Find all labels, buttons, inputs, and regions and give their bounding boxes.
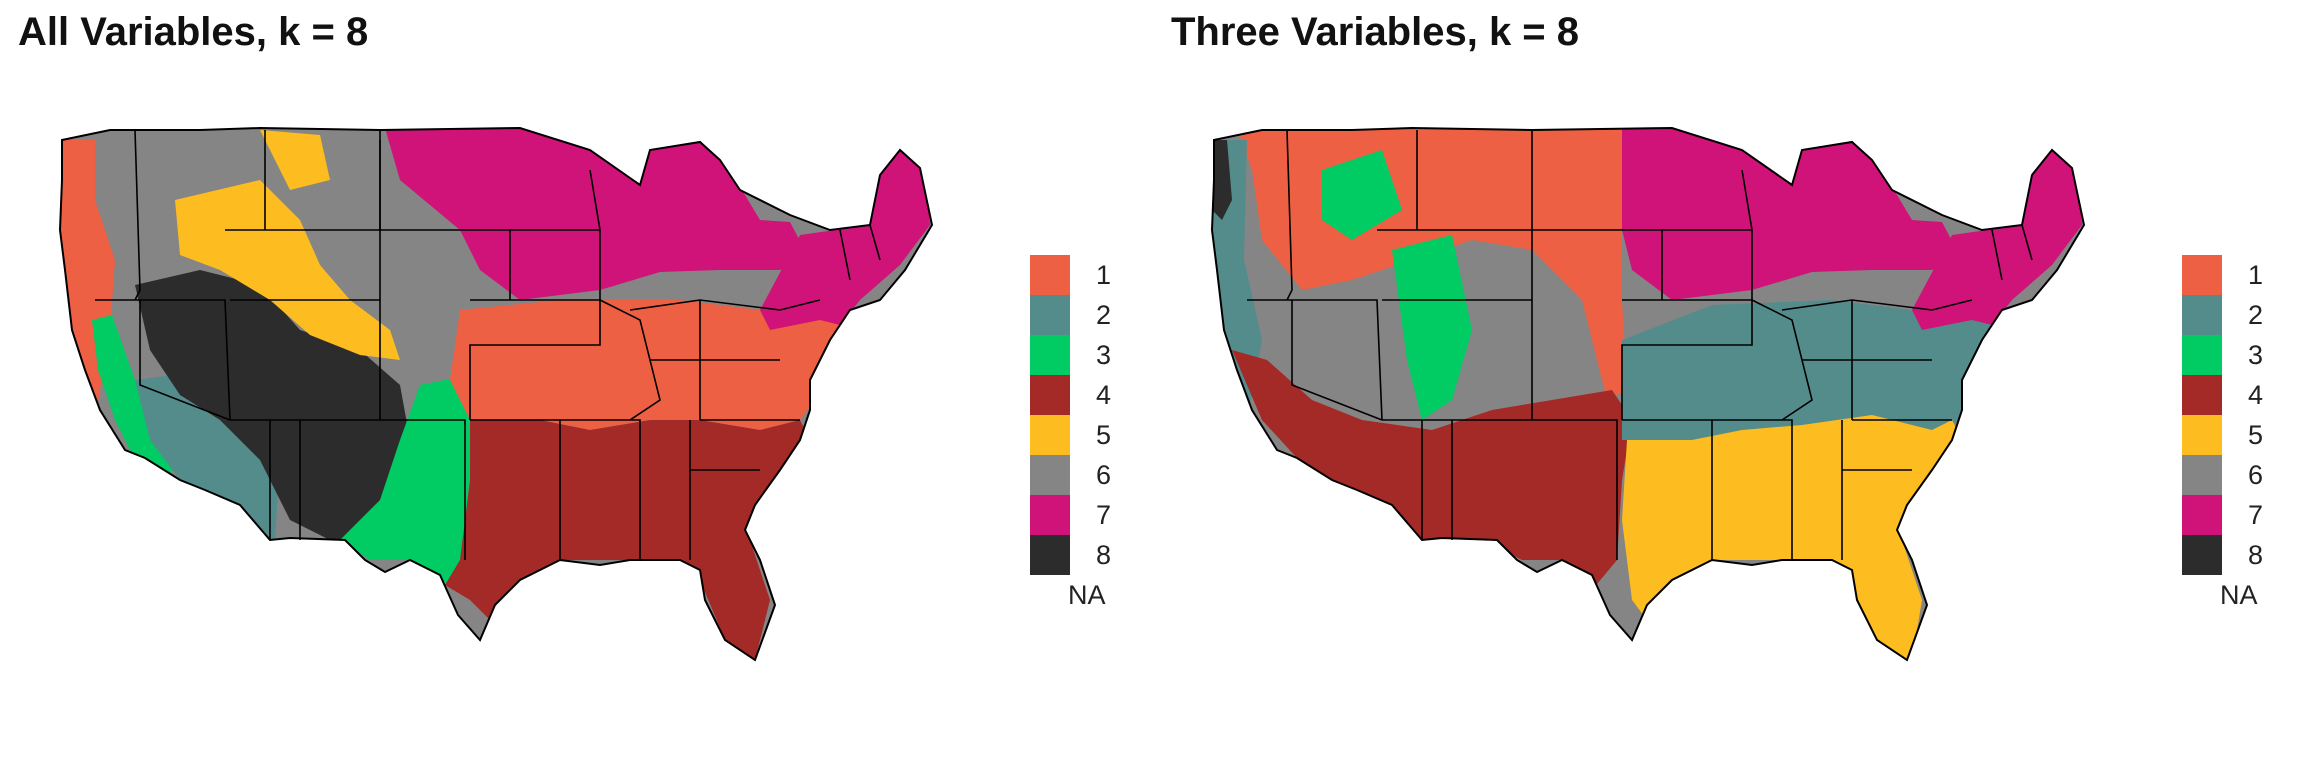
cluster-map-three-variables: [1210, 126, 2086, 662]
legend-label: 3: [2248, 339, 2264, 370]
legend-item: 3: [2182, 335, 2263, 375]
legend-swatch: [2182, 375, 2222, 415]
cluster-regions: [1212, 128, 2084, 660]
legend-swatch: [2182, 295, 2222, 335]
region-cluster-3: [1392, 235, 1472, 420]
legend-item: 8: [1030, 535, 1111, 575]
region-cluster-8: [1212, 140, 1232, 220]
legend-label: 1: [2248, 259, 2264, 290]
panel-title: All Variables, k = 8: [18, 10, 369, 54]
region-cluster-1: [450, 300, 850, 430]
legend-swatch: [1030, 535, 1070, 575]
map-legend: 1 2 3 4 5 6 7 8 NA: [1030, 255, 1111, 615]
region-cluster-7: [1912, 150, 2082, 330]
legend-label: 5: [1096, 419, 1112, 450]
legend-item: 5: [1030, 415, 1111, 455]
panel-three-variables: Three Variables, k = 8: [1152, 0, 2304, 768]
legend-item: 3: [1030, 335, 1111, 375]
country-outline: [58, 126, 934, 662]
legend-swatch: [2182, 535, 2222, 575]
legend-swatch: [2182, 415, 2222, 455]
legend-label: 2: [2248, 299, 2264, 330]
cluster-regions: [60, 128, 932, 660]
legend-item: 2: [2182, 295, 2263, 335]
region-cluster-2: [1622, 300, 2002, 440]
region-cluster-5: [260, 130, 330, 190]
country-outline: [1210, 126, 2086, 662]
panel-all-variables: All Variables, k = 8: [18, 10, 1111, 662]
legend-item: 6: [2182, 455, 2263, 495]
region-cluster-5: [175, 180, 400, 360]
legend-swatch: [1030, 415, 1070, 455]
region-cluster-8: [135, 270, 410, 540]
region-cluster-4: [445, 420, 810, 660]
legend-label: 7: [1096, 499, 1112, 530]
region-cluster-7: [1622, 128, 1962, 300]
region-cluster-3: [1322, 150, 1402, 240]
legend-item: 7: [1030, 495, 1111, 535]
legend-swatch: [2182, 455, 2222, 495]
legend-label: 5: [2248, 419, 2264, 450]
legend-na-label: NA: [2220, 580, 2258, 610]
legend-item: 1: [1030, 255, 1111, 295]
legend-label: 8: [2248, 539, 2264, 570]
legend-label: 2: [1096, 299, 1112, 330]
cluster-map-all-variables: [58, 126, 934, 662]
legend-item: 6: [1030, 455, 1111, 495]
region-cluster-3: [340, 375, 470, 590]
legend-swatch: [1030, 375, 1070, 415]
legend-swatch: [1030, 335, 1070, 375]
legend-item: 2: [1030, 295, 1111, 335]
legend-label: 7: [2248, 499, 2264, 530]
state-borders: [95, 129, 881, 560]
state-borders: [1247, 129, 2033, 560]
panel-title: Three Variables, k = 8: [1171, 10, 1580, 54]
legend-item: 7: [2182, 495, 2263, 535]
legend-swatch: [1030, 295, 1070, 335]
legend-label: 4: [2248, 379, 2264, 410]
legend-item: 1: [2182, 255, 2263, 295]
legend-label: 4: [1096, 379, 1112, 410]
legend-swatch: [1030, 495, 1070, 535]
legend-swatch: [2182, 255, 2222, 295]
legend-item: 5: [2182, 415, 2263, 455]
legend-swatch: [1030, 455, 1070, 495]
legend-label: 6: [2248, 459, 2264, 490]
region-cluster-7: [760, 150, 930, 330]
legend-swatch: [2182, 495, 2222, 535]
legend-swatch: [2182, 335, 2222, 375]
legend-item: 4: [2182, 375, 2263, 415]
legend-item: 8: [2182, 535, 2263, 575]
legend-item: 4: [1030, 375, 1111, 415]
legend-na-label: NA: [1068, 580, 1106, 610]
map-legend: 1 2 3 4 5 6 7 8 NA: [2182, 255, 2263, 615]
legend-label: 6: [1096, 459, 1112, 490]
legend-label: 1: [1096, 259, 1112, 290]
legend-swatch: [1030, 255, 1070, 295]
legend-label: 3: [1096, 339, 1112, 370]
legend-label: 8: [1096, 539, 1112, 570]
